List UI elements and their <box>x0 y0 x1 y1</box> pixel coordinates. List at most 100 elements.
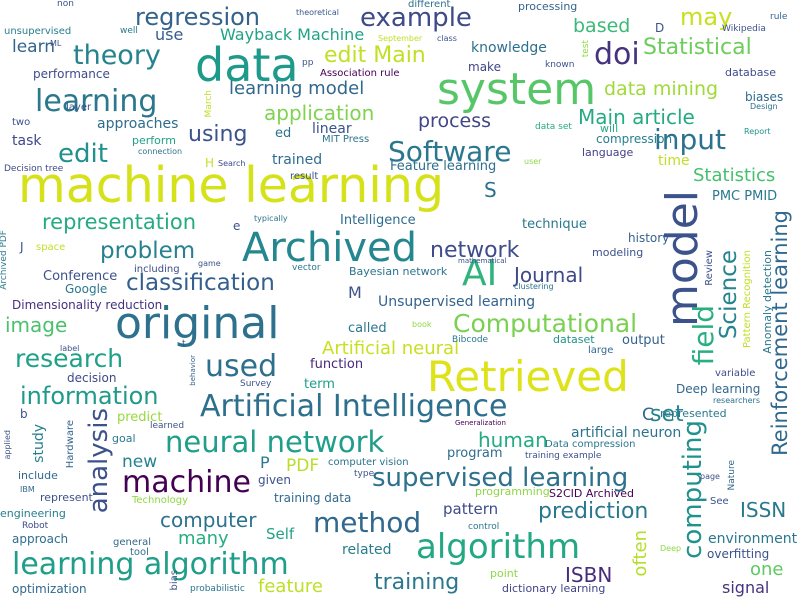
word-data: data <box>195 38 299 92</box>
word-test: test <box>581 40 591 58</box>
word-researchers: researchers <box>713 396 760 405</box>
word-learn: learn <box>12 37 56 57</box>
word-space: space <box>36 242 66 253</box>
word-bias: bias <box>169 570 180 591</box>
word-machine-learning: machine learning <box>18 157 445 214</box>
word-output: output <box>622 333 665 348</box>
word-based: based <box>573 15 631 37</box>
word-optimization: optimization <box>12 582 87 596</box>
word-learning-algorithm: learning algorithm <box>12 547 289 582</box>
word-statistics: Statistics <box>693 165 776 186</box>
word-retrieved: Retrieved <box>427 352 629 401</box>
word-pdf: PDF <box>286 456 320 476</box>
word-vector: vector <box>292 263 321 273</box>
word-layer: layer <box>66 102 92 113</box>
word-software: Software <box>388 135 512 168</box>
word-google: Google <box>65 282 108 296</box>
word-deep-learning: Deep learning <box>676 382 761 396</box>
word-goal: goal <box>112 432 136 445</box>
word-function: function <box>310 357 364 372</box>
word-machine-2: machine <box>122 465 251 500</box>
word-unsupervised-learning: Unsupervised learning <box>378 294 536 310</box>
word-m: M <box>348 283 362 302</box>
word-ml: ML <box>50 39 62 48</box>
word-design: Design <box>750 102 778 111</box>
word-perform: perform <box>132 134 176 147</box>
word-dataset: dataset <box>553 333 595 346</box>
word-book: book <box>412 320 432 329</box>
word-ai: AI <box>462 253 498 294</box>
word-issn: ISSN <box>740 498 787 522</box>
word-represent: represent <box>40 491 93 504</box>
word-self: Self <box>266 525 295 543</box>
word-journal: Journal <box>514 263 584 287</box>
word-generalization: Generalization <box>455 419 506 427</box>
word-pattern-recognition: Pattern Recognition <box>742 250 753 349</box>
word-theoretical: theoretical <box>296 8 339 17</box>
word-network: network <box>430 238 520 263</box>
word-related: related <box>342 542 392 558</box>
word-c: C <box>642 405 654 425</box>
word-doi: doi <box>594 37 640 72</box>
word-control: control <box>468 522 500 532</box>
word-result: result <box>290 171 319 182</box>
word-will: will <box>600 122 619 135</box>
word-mathematical: mathematical <box>458 257 507 265</box>
word-new: new <box>122 452 158 472</box>
word-classification: classification <box>126 270 275 296</box>
word-robot: Robot <box>22 521 49 531</box>
word-human: human <box>478 428 548 452</box>
word-hardware: Hardware <box>65 420 76 469</box>
word-signal: signal <box>722 578 770 597</box>
word-edit: edit <box>58 139 108 169</box>
word-database: database <box>725 66 776 79</box>
word-isbn: ISBN <box>565 563 613 587</box>
word-known: known <box>545 60 575 70</box>
word-process: process <box>418 110 492 132</box>
word-science: Science <box>716 250 742 340</box>
word-different: different <box>408 0 451 10</box>
word-well: well <box>120 26 138 36</box>
word-term: term <box>304 377 335 392</box>
word-archived-pdf: Archived PDF <box>0 230 9 290</box>
word-application: application <box>264 101 375 125</box>
word-point: point <box>490 567 519 580</box>
word-artificial-intelligence: Artificial Intelligence <box>200 389 508 424</box>
word-program: program <box>447 446 503 461</box>
word-overfitting: overfitting <box>707 547 770 561</box>
word-regression: regression <box>135 3 261 31</box>
word-study: study <box>31 424 47 463</box>
word-edit-main: edit Main <box>324 43 426 68</box>
word-programming: programming <box>475 485 550 498</box>
word-trained: trained <box>272 152 323 168</box>
word-task: task <box>12 133 42 149</box>
word-prediction: prediction <box>538 499 649 524</box>
word-make: make <box>468 60 501 74</box>
word-type: type <box>354 469 375 479</box>
word-deep: Deep <box>660 544 682 553</box>
word-rule: rule <box>770 12 788 22</box>
word-linear: linear <box>312 121 352 137</box>
word-game: game <box>198 259 221 268</box>
word-set: set <box>650 402 684 427</box>
word-variable: variable <box>715 368 756 379</box>
word-search: Search <box>218 159 246 168</box>
word-t: t <box>182 339 186 349</box>
word-may: may <box>680 3 733 31</box>
word-technology: Technology <box>132 495 189 506</box>
word-artificial-neural: Artificial neural <box>322 338 460 359</box>
word-page: page <box>700 472 720 481</box>
word-report: Report <box>744 127 771 136</box>
word-information: information <box>20 382 159 410</box>
word-learned: learned <box>150 421 185 431</box>
word-method: method <box>313 506 422 539</box>
word-example: example <box>360 3 472 33</box>
word-wikipedia: Wikipedia <box>722 24 766 34</box>
word-bibcode: Bibcode <box>452 335 489 345</box>
word-technique: technique <box>522 217 587 232</box>
word-theory: theory <box>73 40 161 71</box>
word-two: two <box>12 117 31 128</box>
word-often: often <box>630 530 651 577</box>
word-applied: applied <box>3 430 12 460</box>
word-computer-vision: computer vision <box>328 457 409 468</box>
